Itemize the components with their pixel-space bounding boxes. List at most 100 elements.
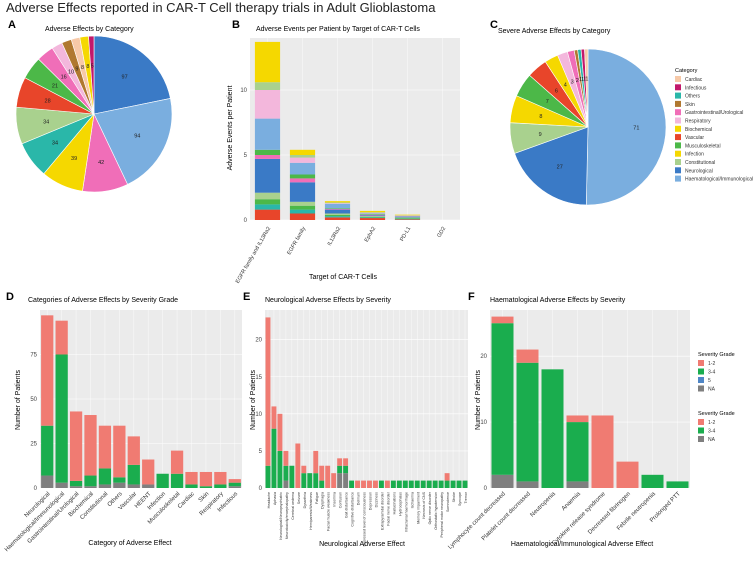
bar-constitutional-3-4 <box>98 468 112 485</box>
bar-haematological-immunological-1-2 <box>55 320 68 355</box>
bar-skin-1-2 <box>199 471 213 487</box>
panel-d-ylabel: Number of Patients <box>15 370 22 430</box>
x-tick-label: Stroke <box>452 492 456 502</box>
bar-platelet-count-decreased-na <box>516 481 539 488</box>
pie-slice-cardiac <box>584 48 589 128</box>
x-tick-label: Depression <box>368 492 372 510</box>
bar-dysarthria-1-2 <box>301 465 307 474</box>
bar-il13ra2-musculoskeletal <box>324 214 351 217</box>
legend-label-cardiac: Cardiac <box>685 77 703 83</box>
legend-severity-2: 1-2 3-4 NA <box>698 419 716 443</box>
pie-label-infectious: 5 <box>91 64 94 70</box>
bar-infectious-1-2 <box>228 479 241 483</box>
x-tick-label: Gait disturbance <box>345 492 349 518</box>
bar-pd-l1-musculoskeletal <box>394 218 421 219</box>
x-tick-label: Necrosis of CNS <box>422 491 426 518</box>
panel-f-title: Haematological Adverse Effects by Severi… <box>490 297 626 304</box>
bar-cognitive-disturbance-3-4 <box>349 480 355 488</box>
bar-biochemical-3-4 <box>84 475 97 487</box>
bar-peripheral-motor-neuropathy-3-4 <box>438 480 444 488</box>
bar-egfr-family-gastrointestinal-urological <box>289 178 316 183</box>
bar-others-na <box>113 482 126 488</box>
bar-egfr-family-constitutional <box>289 155 316 158</box>
legend-key-na <box>698 385 704 392</box>
legend-key-infection <box>675 150 681 157</box>
bar-egfr-family-and-il13ra2-musculoskeletal <box>254 199 281 205</box>
bar-neurological-neuropsychiatric-1-2 <box>277 413 283 451</box>
panel-d-title: Categories of Adverse Effects by Severit… <box>28 297 178 304</box>
bar-haematological-immunological-na <box>55 482 68 488</box>
panel-f-xlabel: Haematological/Immunological Adverse Eff… <box>511 541 653 548</box>
bar-chart-d: 0255075NeurologicalHaematological/Immuno… <box>4 310 242 553</box>
x-tick-label: Skin <box>198 491 210 503</box>
legend-key-na <box>698 436 704 442</box>
x-tick-label: Seizure <box>297 492 301 504</box>
bar-gait-disturbance-na <box>343 473 349 488</box>
bar-neurological-3-4 <box>41 425 54 476</box>
x-tick-label: Orthostatic hypotension <box>434 492 438 530</box>
y-tick-label: 10 <box>480 420 487 426</box>
legend-label-haematological-immunological: Haematological/Immunological <box>685 177 753 183</box>
bar-lymphocyte-count-decreased-3-4 <box>491 323 514 475</box>
bar-stroke-3-4 <box>450 480 456 488</box>
bar-somnolence-1-2 <box>444 473 450 481</box>
x-tick-label: Tremor <box>464 491 468 503</box>
figure-title: Adverse Effects reported in CAR-T Cell t… <box>6 0 436 15</box>
bar-pd-l1-others <box>394 218 421 220</box>
bar-chart-e: 0 5 10 15 20 Headache Aphasia Neurological/Neur… <box>255 310 468 546</box>
bar-vascular-na <box>127 484 140 488</box>
legend-label-infectious: Infectious <box>685 85 707 91</box>
bar-vascular-3-4 <box>127 464 140 485</box>
x-tick-label: Ischaemia <box>410 492 414 508</box>
bar-aphasia-1-2 <box>271 406 277 429</box>
legend-label-5: 5 <box>708 378 711 384</box>
bar-gastrointestinal-urological-3-4 <box>69 480 83 487</box>
bar-dysarthria-3-4 <box>301 473 307 488</box>
legend-severity-2-title: Severity Grade <box>698 411 735 417</box>
x-tick-label: Delirium <box>357 492 361 505</box>
bar-neurological-neuropsychiatric-3-4 <box>277 450 283 488</box>
pie-label-infection: 39 <box>71 156 77 162</box>
legend-key-3-4 <box>698 427 704 434</box>
bar-biochemical-na <box>84 486 97 488</box>
bar-haematological-immunological-3-4 <box>55 354 68 483</box>
panel-a: A Adverse Effects by Category 97 94 42 39 34… <box>8 19 173 193</box>
legend-label-constitutional: Constitutional <box>685 160 715 166</box>
x-tick-label: Facial muscle weakness <box>327 492 331 531</box>
legend-key-infectious <box>675 84 681 91</box>
y-tick-label: 10 <box>255 412 262 418</box>
pie-label-infection: 8 <box>539 114 542 120</box>
bar-biochemical-1-2 <box>84 415 97 476</box>
bar-anaemia-1-2 <box>566 415 589 423</box>
panel-f-label: F <box>468 291 475 303</box>
x-tick-label: Neutropenia <box>530 491 558 519</box>
bar-cerebral-oedema-3-4 <box>289 465 295 488</box>
bar-depression-1-2 <box>367 480 372 488</box>
legend-label-3-4: 3-4 <box>708 429 715 435</box>
x-tick-label: Hemiparesis/Weakness <box>309 492 313 530</box>
legend-key-musculoskeletal <box>675 142 681 149</box>
legend-severity-1: 1-2 3-4 5 NA <box>698 360 716 393</box>
pie-label-musculoskeletal: 7 <box>546 99 549 105</box>
bar-anaemia-na <box>566 481 589 488</box>
legend-label-1-2: 1-2 <box>708 420 715 426</box>
x-tick-label: Optic nerve disorder <box>428 491 432 524</box>
bar-egfr-family-and-il13ra2-neurological <box>254 158 281 193</box>
y-tick-label: 20 <box>480 354 487 360</box>
legend-label-vascular: Vascular <box>685 135 704 141</box>
bar-neutropenia-3-4 <box>541 369 564 488</box>
bar-neurotoxicity-encephalopathy-3-4 <box>283 465 289 481</box>
bar-depressed-level-of-consciousness-1-2 <box>361 480 366 488</box>
panel-d: D Categories of Adverse Effects by Sever… <box>4 291 242 553</box>
x-tick-label: Haematological/Immunological <box>4 491 66 553</box>
legend-label-biochemical: Biochemical <box>685 127 712 133</box>
bar-il13ra2-neurological <box>324 209 351 214</box>
pie-label-constitutional: 9 <box>539 132 542 138</box>
y-tick-label: 5 <box>244 153 248 159</box>
pie-slice-neurological <box>514 126 589 206</box>
pie-label-infectious: 1 <box>583 77 586 83</box>
bar-ischaemia-3-4 <box>408 480 414 488</box>
bar-egfr-family-and-il13ra2-vascular <box>254 209 281 220</box>
